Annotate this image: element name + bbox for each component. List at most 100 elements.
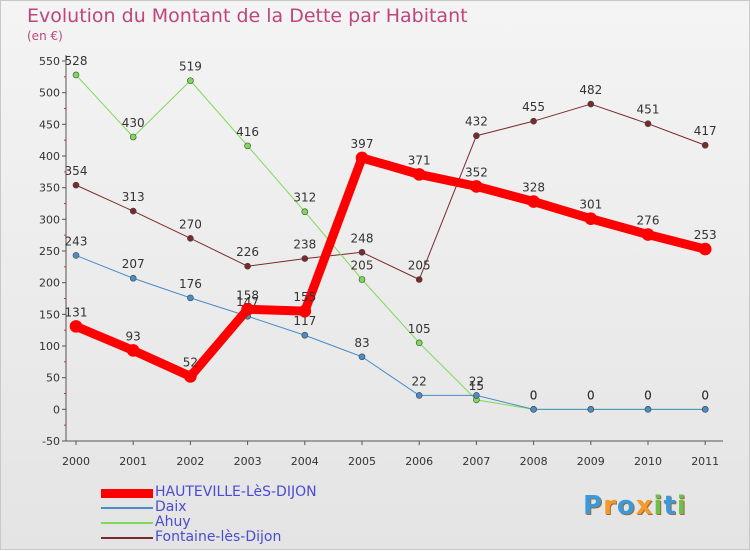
y-tick-label: 500: [39, 87, 60, 100]
data-point: [244, 142, 251, 150]
legend-item: HAUTEVILLE-LèS-DIJON: [101, 485, 361, 500]
data-label: 205: [351, 259, 374, 273]
data-label: 105: [408, 322, 431, 336]
data-label: 528: [65, 54, 88, 68]
data-label: 432: [465, 115, 488, 129]
legend-item: Daix: [101, 500, 361, 515]
y-tick-label: 350: [39, 182, 60, 195]
data-point: [129, 207, 137, 215]
series-line: [75, 103, 706, 280]
data-point: [187, 294, 194, 302]
data-label: 22: [412, 374, 427, 388]
data-label: 371: [408, 153, 431, 167]
legend-label: Fontaine-lès-Dijon: [155, 529, 282, 545]
x-tick-label: 2009: [577, 455, 605, 468]
y-tick-label: 100: [39, 340, 60, 353]
data-point: [415, 392, 423, 399]
data-point: [530, 406, 537, 413]
data-point: [701, 406, 709, 413]
data-point: [641, 228, 655, 241]
data-label: 131: [65, 305, 88, 319]
data-point: [126, 344, 140, 357]
data-point: [129, 274, 137, 282]
x-tick-label: 2000: [62, 455, 90, 468]
x-tick-label: 2004: [291, 455, 319, 468]
data-label: 430: [122, 116, 145, 130]
data-label: 205: [408, 259, 431, 273]
legend-swatch: [101, 507, 153, 509]
logo-letter: o: [616, 491, 636, 521]
x-tick-label: 2008: [520, 455, 548, 468]
x-tick-label: 2002: [176, 455, 204, 468]
data-label: 15: [469, 379, 484, 393]
data-label: 0: [701, 388, 709, 402]
data-label: 519: [179, 60, 202, 74]
legend-label: Ahuy: [155, 514, 191, 530]
legend-item: Ahuy: [101, 515, 361, 530]
data-point: [644, 120, 652, 127]
y-tick-label: 250: [39, 245, 60, 258]
data-point: [473, 392, 480, 399]
x-tick-label: 2006: [405, 455, 433, 468]
data-label: 93: [126, 329, 141, 343]
data-label: 176: [179, 277, 202, 291]
data-label: 352: [465, 165, 488, 179]
series-line: [75, 74, 706, 410]
data-point: [530, 117, 537, 125]
x-tick-label: 2001: [119, 455, 147, 468]
data-point: [587, 100, 595, 108]
logo-letter: i: [676, 491, 687, 521]
data-point: [301, 255, 309, 262]
y-tick-label: 50: [46, 372, 60, 385]
data-label: 0: [701, 388, 709, 402]
data-point: [584, 212, 598, 225]
data-label: 238: [293, 238, 316, 252]
data-point: [473, 132, 480, 140]
data-point: [72, 71, 80, 79]
data-label: 83: [354, 336, 369, 350]
data-point: [184, 370, 197, 383]
data-label: 0: [530, 388, 538, 402]
y-tick-label: 400: [39, 150, 60, 163]
data-label: 0: [587, 388, 595, 402]
y-tick-label: 200: [39, 277, 60, 290]
data-label: 417: [694, 124, 717, 138]
data-point: [129, 133, 137, 141]
legend-label: Daix: [155, 499, 187, 515]
data-label: 0: [587, 388, 595, 402]
chart-subtitle: (en €): [27, 29, 63, 43]
y-tick-label: 550: [39, 55, 60, 68]
y-tick-label: 150: [39, 308, 60, 321]
data-label: 451: [637, 103, 660, 117]
data-point: [72, 252, 80, 259]
data-point: [358, 276, 366, 283]
x-tick-label: 2011: [691, 455, 719, 468]
y-tick-label: 300: [39, 213, 60, 226]
x-tick-label: 2005: [348, 455, 376, 468]
legend: HAUTEVILLE-LèS-DIJON Daix Ahuy Fontaine-lès…: [101, 485, 361, 545]
data-point: [187, 235, 194, 242]
data-label: 117: [293, 314, 316, 328]
data-point: [301, 208, 309, 216]
data-point: [587, 406, 595, 413]
data-label: 0: [644, 388, 652, 402]
data-point: [244, 262, 251, 270]
legend-swatch: [101, 537, 153, 539]
y-tick-label: 0: [53, 403, 60, 416]
data-label: 328: [522, 181, 545, 195]
logo-letter: i: [653, 491, 664, 521]
data-label: 270: [179, 217, 202, 231]
series-line: [75, 254, 706, 410]
data-label: 253: [694, 228, 717, 242]
data-label: 301: [579, 198, 602, 212]
x-tick-label: 2003: [234, 455, 262, 468]
data-point: [698, 242, 712, 256]
x-tick-label: 2007: [462, 455, 490, 468]
data-label: 155: [293, 290, 316, 304]
data-label: 397: [351, 137, 374, 151]
data-point: [355, 151, 369, 165]
legend-label: HAUTEVILLE-LèS-DIJON: [155, 484, 317, 500]
data-point: [72, 181, 80, 189]
